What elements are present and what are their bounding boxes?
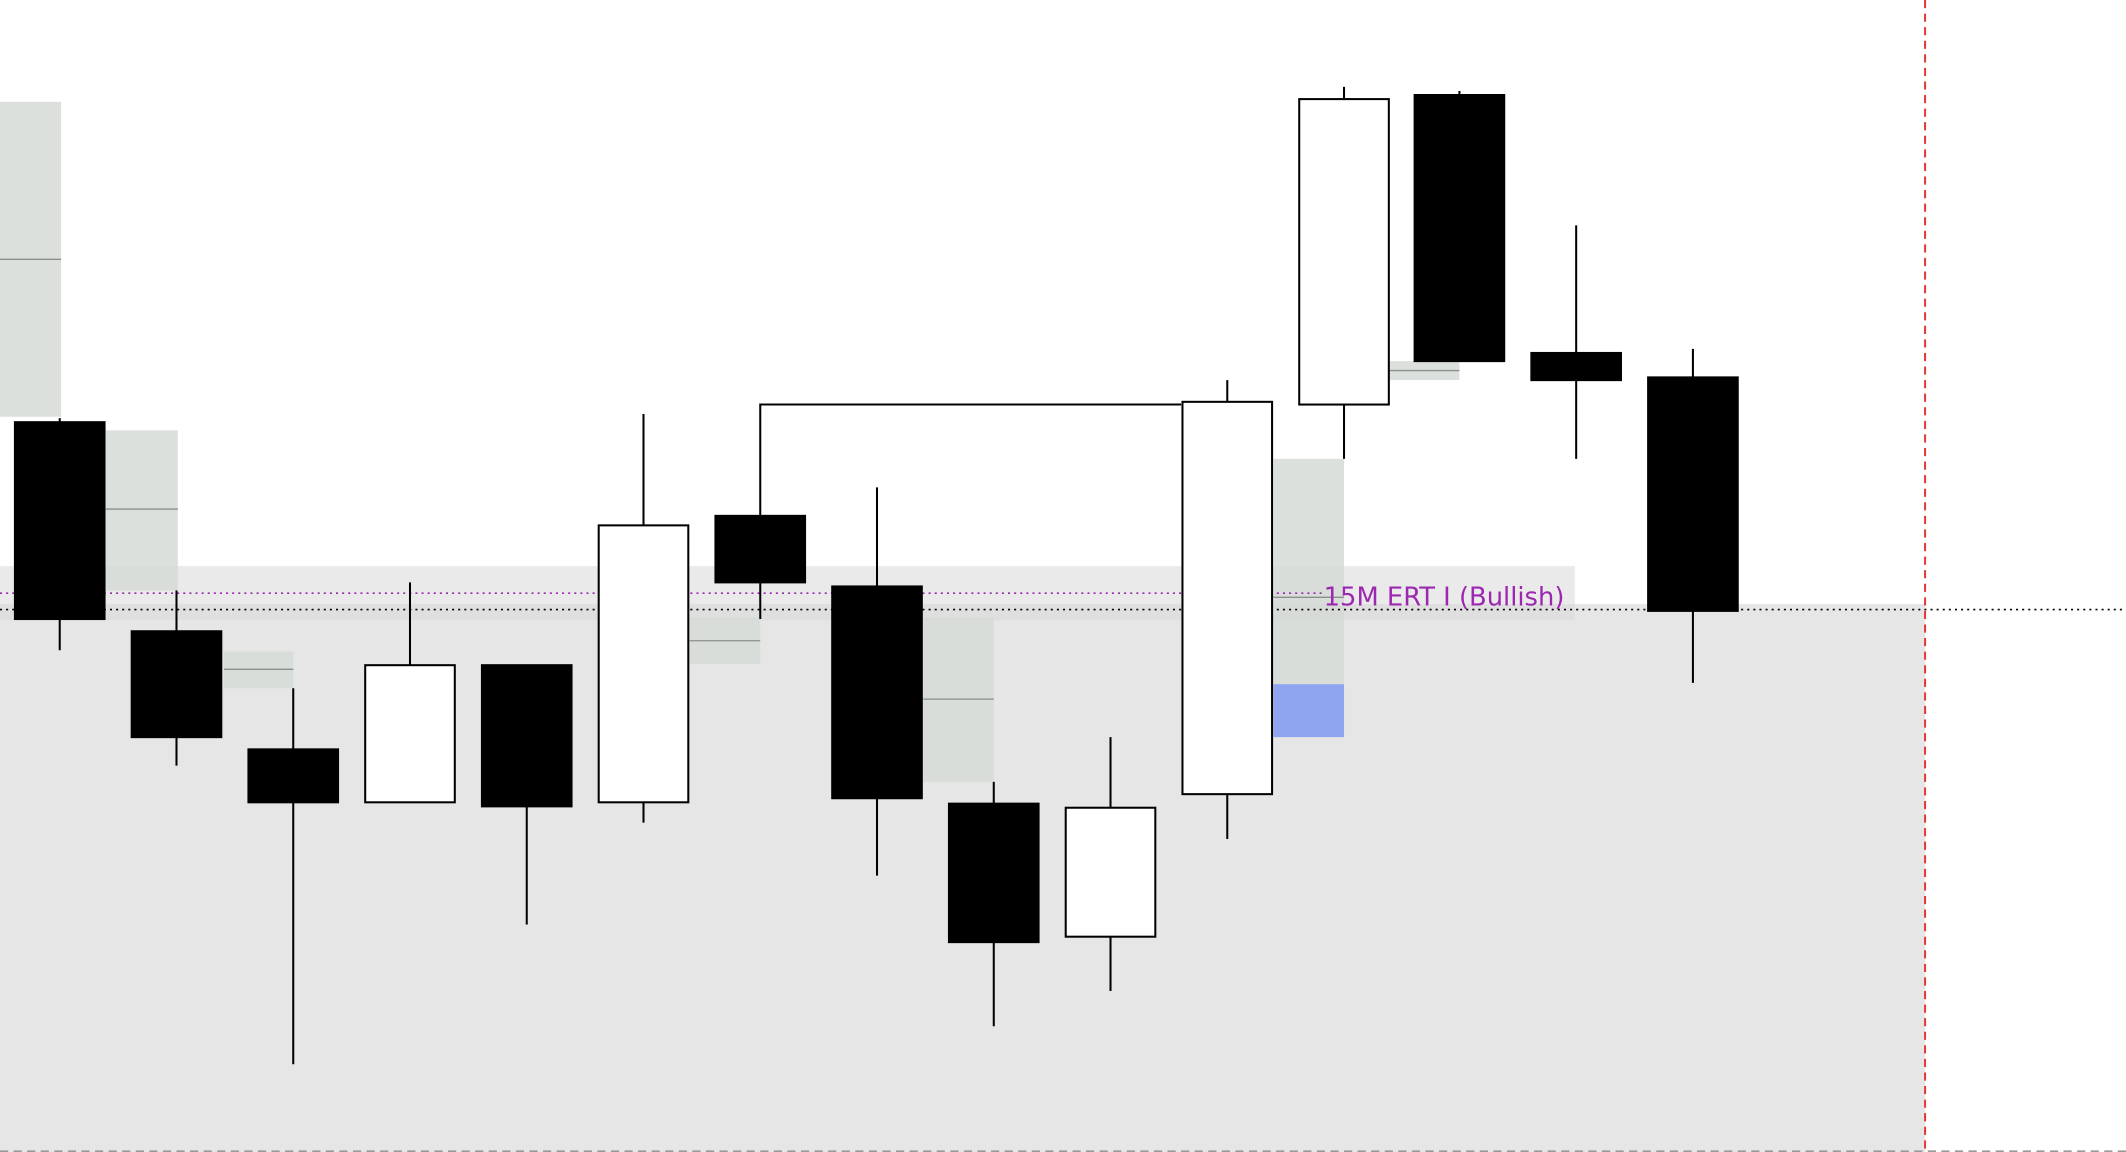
bearish-candle [714,514,807,584]
bullish-candle [364,664,456,804]
bearish-candle [247,748,340,804]
bearish-candle [1413,94,1506,363]
bullish-candle [597,524,690,804]
gap-zone [1273,458,1345,685]
bearish-candle [1530,351,1622,382]
annotation-label: 15M ERT I (Bullish) [1324,582,1565,612]
bullish-candle [1181,400,1274,796]
bearish-candle [947,802,1040,944]
bearish-candle [480,664,573,808]
bearish-candle [130,630,223,739]
gap-zone [105,430,178,591]
bearish-candle [1647,376,1739,612]
highlight-zone [1273,684,1345,738]
bearish-candle [13,421,106,621]
bullish-candle [1298,98,1390,406]
range-bracket [759,403,1182,516]
bearish-candle [831,585,923,800]
bullish-candle [1064,806,1157,938]
